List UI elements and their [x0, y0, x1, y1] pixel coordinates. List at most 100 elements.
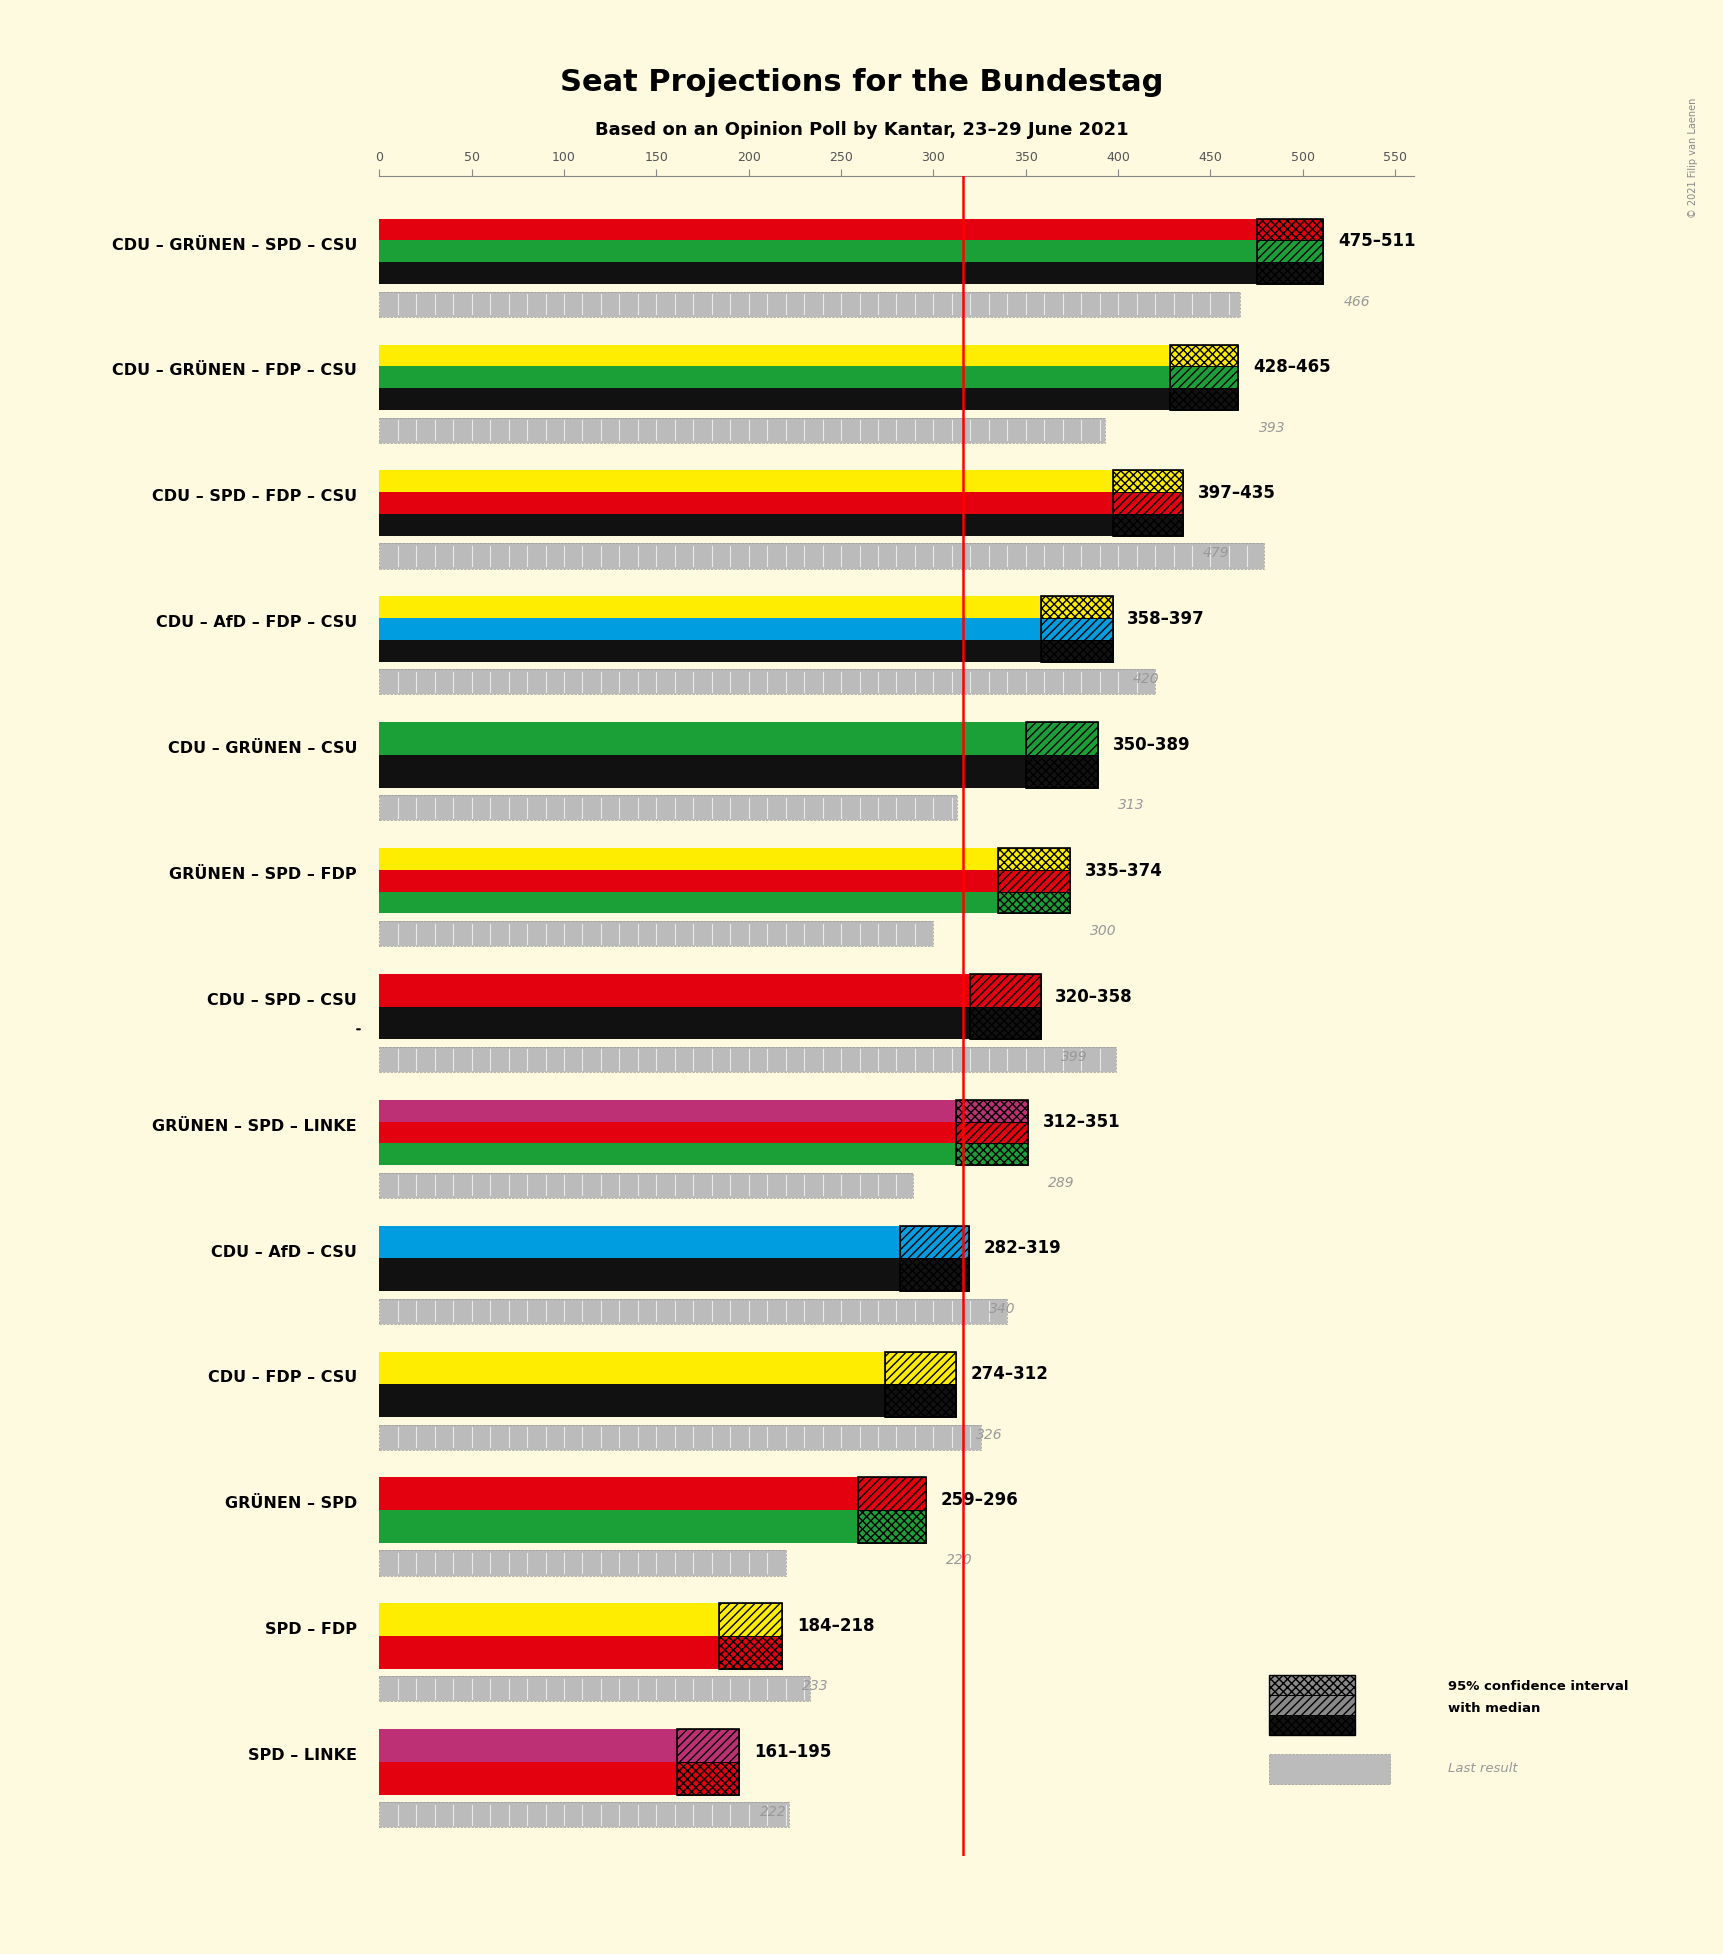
- Text: 300: 300: [1089, 924, 1117, 938]
- Bar: [886, 1383, 955, 1417]
- Bar: [379, 723, 1025, 754]
- Bar: [1025, 754, 1098, 787]
- Bar: [970, 1006, 1041, 1040]
- Bar: [858, 1510, 925, 1544]
- Bar: [379, 1172, 913, 1198]
- Bar: [858, 1477, 925, 1510]
- Text: Last result: Last result: [1447, 1763, 1516, 1774]
- Bar: [1256, 219, 1323, 240]
- Text: CDU – AfD – FDP – CSU: CDU – AfD – FDP – CSU: [155, 616, 357, 631]
- Text: 320–358: 320–358: [1054, 987, 1132, 1006]
- Bar: [1256, 262, 1323, 283]
- Bar: [675, 1763, 739, 1794]
- Bar: [379, 617, 1041, 639]
- Text: CDU – GRÜNEN – FDP – CSU: CDU – GRÜNEN – FDP – CSU: [112, 363, 357, 379]
- Bar: [379, 596, 1041, 617]
- Bar: [1041, 617, 1111, 639]
- Text: 420: 420: [1132, 672, 1160, 686]
- Bar: [1268, 1716, 1354, 1735]
- Bar: [379, 1424, 980, 1450]
- Bar: [379, 1258, 899, 1292]
- Bar: [1041, 596, 1111, 617]
- Bar: [1256, 219, 1323, 240]
- Text: 393: 393: [1258, 420, 1284, 434]
- Bar: [379, 1477, 858, 1510]
- Bar: [379, 1143, 955, 1165]
- Bar: [1256, 240, 1323, 262]
- Text: 350–389: 350–389: [1111, 737, 1189, 754]
- Bar: [379, 262, 1256, 283]
- Bar: [379, 1047, 1117, 1073]
- Text: 184–218: 184–218: [796, 1618, 874, 1635]
- Bar: [1256, 240, 1323, 262]
- Bar: [379, 795, 956, 821]
- Text: 274–312: 274–312: [970, 1366, 1048, 1383]
- Text: 222: 222: [760, 1805, 786, 1819]
- Bar: [1025, 754, 1098, 787]
- Text: 466: 466: [1342, 295, 1370, 309]
- Bar: [379, 1299, 1006, 1325]
- Bar: [858, 1510, 925, 1544]
- Bar: [955, 1143, 1027, 1165]
- Bar: [718, 1604, 782, 1669]
- Bar: [1111, 492, 1182, 514]
- Bar: [998, 848, 1070, 870]
- Bar: [379, 492, 1111, 514]
- Bar: [379, 418, 1104, 444]
- Text: 312–351: 312–351: [1042, 1114, 1120, 1131]
- Bar: [379, 1424, 980, 1450]
- Text: 161–195: 161–195: [755, 1743, 830, 1761]
- Bar: [379, 1006, 970, 1040]
- Text: 326: 326: [975, 1428, 1003, 1442]
- Bar: [899, 1225, 968, 1258]
- Bar: [379, 1677, 810, 1702]
- Text: 358–397: 358–397: [1127, 610, 1204, 627]
- Bar: [718, 1604, 782, 1635]
- Text: with median: with median: [1447, 1702, 1540, 1716]
- Text: SPD – FDP: SPD – FDP: [265, 1622, 357, 1637]
- Text: 220: 220: [946, 1553, 972, 1567]
- Text: 259–296: 259–296: [941, 1491, 1018, 1508]
- Bar: [379, 848, 998, 870]
- Bar: [970, 973, 1041, 1006]
- Bar: [970, 973, 1041, 1006]
- Bar: [1041, 617, 1111, 639]
- Bar: [955, 1100, 1027, 1165]
- Bar: [1111, 471, 1182, 492]
- Bar: [379, 670, 1154, 694]
- Bar: [955, 1100, 1027, 1122]
- Bar: [1170, 344, 1237, 365]
- Text: CDU – SPD – CSU: CDU – SPD – CSU: [207, 993, 357, 1008]
- Bar: [379, 365, 1170, 389]
- Text: CDU – GRÜNEN – SPD – CSU: CDU – GRÜNEN – SPD – CSU: [112, 238, 357, 252]
- Bar: [379, 1802, 789, 1827]
- Text: 289: 289: [1048, 1176, 1073, 1190]
- Text: 479: 479: [1203, 547, 1228, 561]
- Bar: [1268, 1755, 1389, 1784]
- Bar: [379, 1122, 955, 1143]
- Bar: [858, 1477, 925, 1544]
- Text: CDU – FDP – CSU: CDU – FDP – CSU: [208, 1370, 357, 1385]
- Bar: [379, 1635, 718, 1669]
- Bar: [379, 471, 1111, 492]
- Bar: [886, 1352, 955, 1383]
- Bar: [970, 1006, 1041, 1040]
- Bar: [379, 1550, 786, 1575]
- Text: 282–319: 282–319: [982, 1239, 1060, 1256]
- Text: 340: 340: [989, 1301, 1015, 1315]
- Bar: [379, 240, 1256, 262]
- Bar: [379, 639, 1041, 662]
- Text: GRÜNEN – SPD – FDP: GRÜNEN – SPD – FDP: [169, 868, 357, 881]
- Bar: [379, 920, 932, 946]
- Bar: [379, 344, 1170, 365]
- Bar: [379, 1047, 1117, 1073]
- Bar: [886, 1352, 955, 1417]
- Bar: [379, 1352, 886, 1383]
- Bar: [955, 1122, 1027, 1143]
- Text: 313: 313: [1118, 799, 1144, 813]
- Text: 428–465: 428–465: [1253, 358, 1330, 377]
- Text: GRÜNEN – SPD – LINKE: GRÜNEN – SPD – LINKE: [152, 1120, 357, 1133]
- Bar: [1268, 1675, 1354, 1694]
- Bar: [1111, 471, 1182, 535]
- Bar: [998, 848, 1070, 870]
